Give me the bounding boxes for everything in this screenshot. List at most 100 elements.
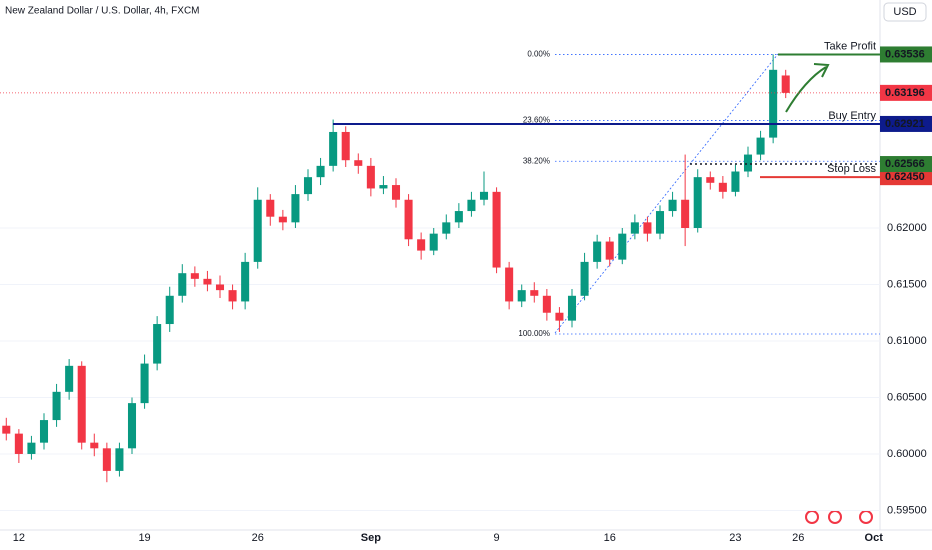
plot bbox=[0, 54, 880, 511]
candle-body bbox=[769, 69, 778, 138]
candle-body bbox=[291, 194, 300, 223]
candle-body bbox=[102, 448, 111, 471]
candle-body bbox=[52, 391, 61, 421]
candle-body bbox=[479, 191, 489, 200]
trade-level-name: Buy Entry bbox=[828, 110, 876, 122]
candle-body bbox=[706, 177, 715, 183]
candle-body bbox=[14, 433, 23, 454]
fib-level-label: 0.00% bbox=[527, 50, 550, 59]
candle-body bbox=[303, 177, 313, 195]
candle-body bbox=[391, 185, 401, 200]
price-tag bbox=[880, 84, 932, 101]
candle-body bbox=[756, 137, 765, 155]
candle-body bbox=[731, 171, 740, 192]
price-tag-label: 0.62566 bbox=[885, 158, 925, 170]
candle-body bbox=[266, 199, 275, 217]
candle-body bbox=[127, 403, 137, 449]
x-tick-label: 12 bbox=[13, 532, 25, 544]
candle-body bbox=[505, 267, 514, 302]
candle-body bbox=[253, 199, 262, 262]
candle-body bbox=[567, 295, 577, 321]
y-tick-label: 0.62000 bbox=[887, 222, 927, 234]
candle-body bbox=[693, 177, 702, 228]
candle-body bbox=[203, 278, 212, 285]
x-tick-label: 16 bbox=[604, 532, 616, 544]
candle-body bbox=[115, 448, 124, 471]
candle-body bbox=[404, 199, 413, 240]
candle-body bbox=[241, 261, 250, 302]
candle-body bbox=[681, 199, 690, 228]
candle-body bbox=[90, 442, 99, 449]
price-tag-label: 0.62921 bbox=[885, 118, 925, 130]
candle-body bbox=[379, 185, 388, 189]
x-tick-label: 26 bbox=[252, 532, 264, 544]
y-tick-label: 0.60000 bbox=[887, 448, 927, 460]
trade-level-name: Stop Loss bbox=[827, 163, 876, 175]
candle-body bbox=[27, 442, 36, 454]
candle-body bbox=[341, 131, 350, 161]
candle-body bbox=[329, 131, 338, 166]
target-arrow bbox=[785, 63, 830, 113]
price-tag-label: 0.63196 bbox=[885, 87, 925, 99]
fib-level-label: 23.60% bbox=[523, 116, 550, 125]
candle-body bbox=[366, 165, 375, 189]
candle-body bbox=[555, 312, 564, 321]
x-tick-label: 23 bbox=[729, 532, 741, 544]
price-tag bbox=[880, 46, 932, 63]
currency-label: USD bbox=[893, 6, 916, 18]
candle-body bbox=[39, 420, 49, 443]
candle-body bbox=[542, 295, 551, 313]
candle-body bbox=[228, 290, 237, 302]
candle-body bbox=[178, 273, 187, 296]
candle-body bbox=[153, 324, 162, 364]
fib-level-label: 100.00% bbox=[518, 329, 550, 338]
y-tick-label: 0.61000 bbox=[887, 335, 927, 347]
candle-body bbox=[278, 216, 287, 223]
candle-body bbox=[354, 160, 363, 166]
candle-body bbox=[65, 365, 74, 392]
price-tag-label: 0.62450 bbox=[885, 171, 925, 183]
candle-body bbox=[165, 295, 174, 325]
candle-body bbox=[530, 290, 539, 296]
candle-body bbox=[517, 290, 526, 302]
candle-body bbox=[718, 182, 727, 192]
y-tick-label: 0.59500 bbox=[887, 504, 927, 516]
candle-body bbox=[580, 261, 589, 296]
event-icon[interactable] bbox=[828, 510, 842, 524]
fib-level-label: 38.20% bbox=[523, 156, 550, 165]
y-tick-label: 0.60500 bbox=[887, 391, 927, 403]
candle-body bbox=[781, 75, 790, 93]
candle-body bbox=[429, 233, 438, 251]
candle-body bbox=[492, 191, 501, 268]
price-tag-label: 0.63536 bbox=[885, 48, 925, 60]
trade-level-name: Take Profit bbox=[824, 40, 876, 52]
candle-body bbox=[316, 165, 325, 178]
event-icon[interactable] bbox=[805, 510, 819, 524]
chart-title: New Zealand Dollar / U.S. Dollar, 4h, FX… bbox=[5, 6, 200, 17]
candle-body bbox=[618, 233, 627, 260]
candle-body bbox=[140, 363, 149, 404]
candle-body bbox=[655, 211, 665, 234]
currency-button[interactable] bbox=[883, 2, 927, 22]
candle-body bbox=[190, 273, 199, 279]
candle-body bbox=[2, 425, 11, 434]
candle-body bbox=[593, 241, 602, 262]
candle-body bbox=[77, 365, 86, 443]
fib-trend-line bbox=[554, 53, 779, 334]
candle-body bbox=[442, 222, 451, 234]
price-tag bbox=[880, 169, 932, 186]
x-tick-label: Oct bbox=[865, 532, 884, 544]
x-tick-label: 26 bbox=[792, 532, 804, 544]
x-tick-label: 19 bbox=[138, 532, 150, 544]
candle-body bbox=[454, 211, 463, 223]
x-tick-label: 9 bbox=[494, 532, 500, 544]
event-icon[interactable] bbox=[859, 510, 873, 524]
candle-body bbox=[215, 284, 225, 291]
candle-body bbox=[668, 199, 677, 212]
candle-body bbox=[417, 239, 426, 251]
candle-body bbox=[743, 154, 753, 172]
candle-body bbox=[605, 241, 614, 260]
candle-body bbox=[467, 199, 476, 212]
